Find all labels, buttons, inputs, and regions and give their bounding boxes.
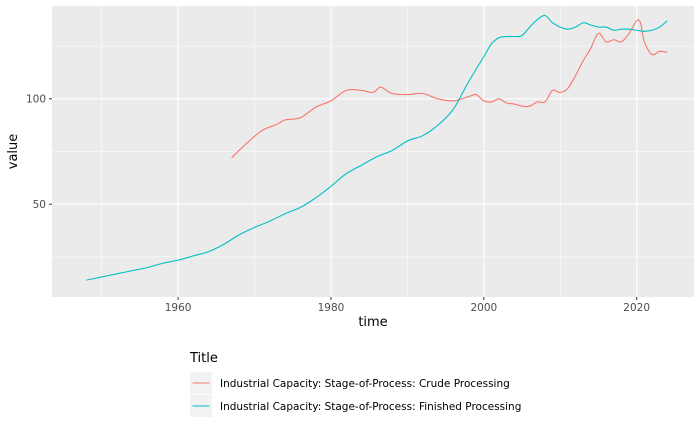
legend-items: Industrial Capacity: Stage-of-Process: C… — [190, 372, 521, 417]
x-tick-label: 1960 — [165, 302, 192, 314]
x-axis: 1960 1980 2000 2020 — [165, 297, 650, 314]
x-tick-label: 2000 — [470, 302, 497, 314]
series-layer — [86, 14, 668, 281]
y-tick-label: 100 — [26, 94, 46, 106]
y-tick-label: 50 — [33, 199, 46, 211]
y-axis-title: value — [6, 134, 21, 170]
legend-title: Title — [189, 351, 218, 366]
major-gridlines — [52, 6, 694, 297]
crude-processing-line — [231, 19, 668, 159]
x-axis-title: time — [358, 315, 387, 330]
legend-item-label: Industrial Capacity: Stage-of-Process: C… — [220, 378, 510, 390]
legend: Title Industrial Capacity: Stage-of-Proc… — [189, 351, 521, 417]
minor-gridlines — [52, 6, 694, 297]
y-axis: 50 100 — [26, 94, 52, 211]
finished-processing-line — [86, 14, 668, 281]
x-tick-label: 2020 — [623, 302, 650, 314]
legend-item-label: Industrial Capacity: Stage-of-Process: F… — [220, 401, 521, 413]
x-tick-label: 1980 — [318, 302, 345, 314]
